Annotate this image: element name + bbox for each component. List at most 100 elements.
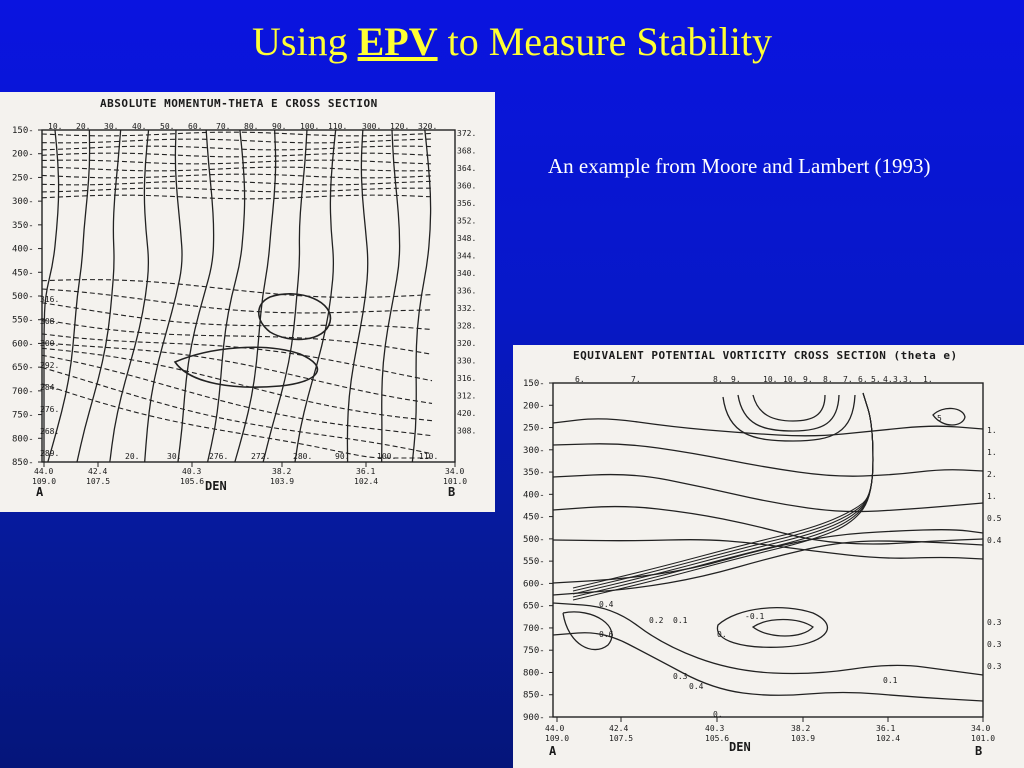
station-lon: 109.0 bbox=[32, 477, 56, 486]
title-prefix: Using bbox=[252, 19, 358, 64]
epv-negative-region bbox=[257, 293, 332, 341]
top-contour-label: 3. bbox=[893, 375, 903, 384]
left-contour-label: 276. bbox=[40, 405, 59, 414]
right-contour-label: 1. bbox=[987, 426, 997, 435]
top-contour-label: 8. bbox=[823, 375, 833, 384]
left-contour-label: 300. bbox=[40, 339, 59, 348]
top-contour-label: 30. bbox=[104, 122, 118, 131]
y-tick-label: 550- bbox=[523, 557, 545, 567]
y-tick-label: 700- bbox=[12, 387, 34, 397]
contour-value-label: 0.4 bbox=[599, 600, 614, 609]
station-lat: 34.0 bbox=[971, 724, 990, 733]
left-contour-label: 284. bbox=[40, 383, 59, 392]
momentum-contour bbox=[411, 129, 432, 463]
y-tick-label: 350- bbox=[523, 468, 545, 478]
station-lon: 109.0 bbox=[545, 734, 569, 743]
theta-e-contour bbox=[41, 333, 433, 382]
right-contour-label: 330. bbox=[457, 357, 476, 366]
station-lon: 105.6 bbox=[180, 477, 204, 486]
epv-contour bbox=[552, 473, 984, 513]
station-lon: 107.5 bbox=[609, 734, 633, 743]
bottom-contour-label: 110. bbox=[419, 452, 438, 461]
y-tick-label: 850- bbox=[523, 691, 545, 701]
right-contour-label: 420. bbox=[457, 409, 476, 418]
right-contour-label: 348. bbox=[457, 234, 476, 243]
top-contour-label: 90. bbox=[272, 122, 286, 131]
epv-contour bbox=[552, 418, 984, 437]
theta-e-contour bbox=[41, 159, 433, 165]
theta-e-contour bbox=[41, 145, 433, 151]
theta-e-contour bbox=[41, 347, 433, 422]
y-tick-label: 500- bbox=[12, 292, 34, 302]
station-lat: 38.2 bbox=[272, 467, 291, 476]
top-contour-label: 320. bbox=[418, 122, 437, 131]
top-contour-label: 7. bbox=[843, 375, 853, 384]
epv-maximum-contour bbox=[737, 394, 840, 432]
y-tick-label: 400- bbox=[523, 490, 545, 500]
slide-title: Using EPV to Measure Stability bbox=[0, 18, 1024, 66]
theta-e-contour bbox=[41, 180, 433, 186]
theta-e-contour bbox=[41, 152, 433, 158]
epv-contour bbox=[552, 540, 984, 596]
momentum-theta-cross-section: ABSOLUTE MOMENTUM-THETA E CROSS SECTION 1… bbox=[0, 92, 495, 512]
theta-e-contour bbox=[41, 318, 433, 355]
right-contour-label: 0.3 bbox=[987, 640, 1002, 649]
epv-plot: EQUIVALENT POTENTIAL VORTICITY CROSS SEC… bbox=[523, 349, 1002, 758]
denver-label: DEN bbox=[205, 479, 227, 493]
top-contour-label: 1. bbox=[923, 375, 933, 384]
section-end-b: B bbox=[975, 744, 982, 758]
momentum-contour bbox=[109, 129, 150, 463]
y-tick-label: 450- bbox=[12, 268, 34, 278]
y-tick-label: 600- bbox=[523, 579, 545, 589]
station-lon: 107.5 bbox=[86, 477, 110, 486]
momentum-contour bbox=[262, 129, 308, 463]
theta-e-contour bbox=[41, 187, 433, 193]
theta-e-contour bbox=[41, 354, 433, 437]
station-lat: 42.4 bbox=[88, 467, 107, 476]
station-lat: 34.0 bbox=[445, 467, 464, 476]
theta-e-contour bbox=[41, 342, 433, 404]
momentum-contour bbox=[177, 129, 215, 463]
left-contour-label: 268. bbox=[40, 427, 59, 436]
epv-closed-contour bbox=[562, 611, 613, 651]
right-contour-label: 340. bbox=[457, 269, 476, 278]
bottom-contour-label: 20. bbox=[125, 452, 139, 461]
contour-value-label: 5 bbox=[937, 414, 942, 423]
station-lon: 101.0 bbox=[443, 477, 467, 486]
right-contour-label: 0.5 bbox=[987, 514, 1002, 523]
momentum-contour bbox=[76, 129, 122, 463]
right-contour-label: 360. bbox=[457, 182, 476, 191]
theta-e-contour bbox=[41, 194, 433, 200]
y-tick-label: 400- bbox=[12, 245, 34, 255]
y-tick-label: 450- bbox=[523, 513, 545, 523]
top-contour-label: 100. bbox=[300, 122, 319, 131]
theta-e-contour bbox=[41, 279, 433, 298]
top-contour-label: 80. bbox=[244, 122, 258, 131]
section-end-b: B bbox=[448, 485, 455, 499]
title-keyword: EPV bbox=[357, 19, 438, 64]
y-tick-label: 150- bbox=[523, 379, 545, 389]
top-contour-label: 70. bbox=[216, 122, 230, 131]
left-contour-label: 292. bbox=[40, 361, 59, 370]
y-tick-label: 700- bbox=[523, 624, 545, 634]
right-contour-label: 312. bbox=[457, 392, 476, 401]
station-lon: 105.6 bbox=[705, 734, 729, 743]
right-contour-label: 1. bbox=[987, 492, 997, 501]
station-lon: 102.4 bbox=[354, 477, 378, 486]
right-contour-label: 344. bbox=[457, 252, 476, 261]
top-contour-label: 20. bbox=[76, 122, 90, 131]
y-tick-label: 600- bbox=[12, 339, 34, 349]
right-contour-label: 328. bbox=[457, 322, 476, 331]
contour-value-label: 0. bbox=[717, 630, 727, 639]
right-contour-label: 332. bbox=[457, 304, 476, 313]
left-contour-label: 308. bbox=[40, 317, 59, 326]
right-contour-label: 0.3 bbox=[987, 662, 1002, 671]
y-tick-label: 750- bbox=[523, 646, 545, 656]
epv-negative-region bbox=[173, 346, 319, 388]
left-contour-label: 316. bbox=[40, 295, 59, 304]
theta-e-contour bbox=[41, 131, 433, 137]
right-contour-label: 2. bbox=[987, 470, 997, 479]
epv-contour bbox=[552, 632, 984, 702]
epv-contour bbox=[552, 443, 984, 477]
momentum-contour bbox=[144, 129, 183, 463]
